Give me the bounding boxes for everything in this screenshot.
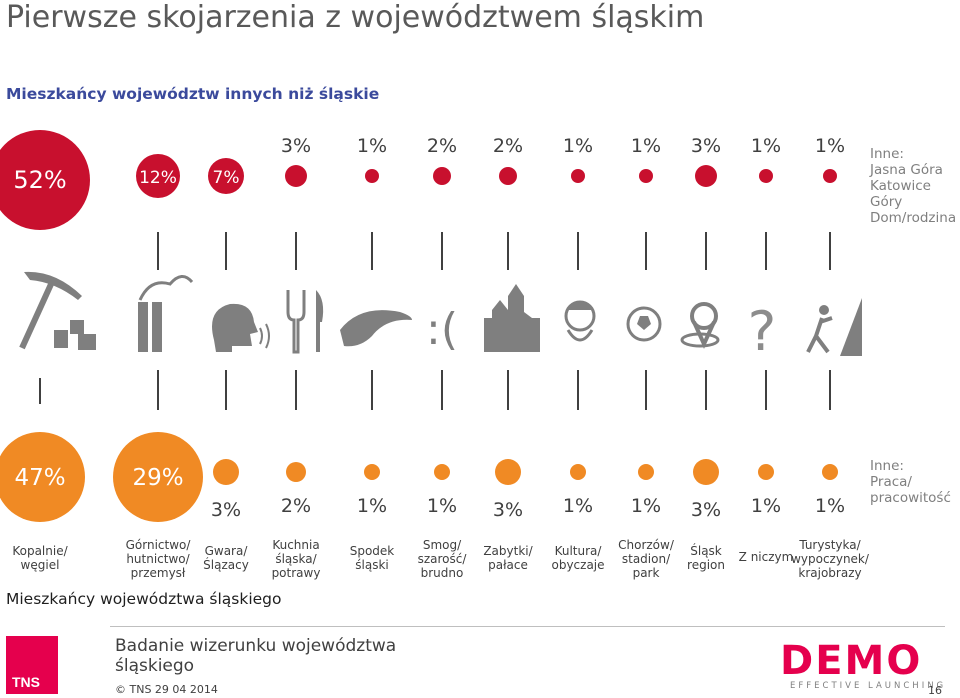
tns-logo: TNS — [6, 636, 58, 694]
other-answers-top: Inne: Jasna Góra Katowice Góry Dom/rodzina — [870, 146, 956, 226]
category-label-3: Kuchnia śląska/potrawy — [271, 538, 321, 580]
value-label-bottom-9: 3% — [691, 499, 721, 521]
value-label-bottom-1: 29% — [132, 465, 183, 491]
bubble-bottom-8 — [638, 464, 654, 480]
demo-tagline: EFFECTIVE LAUNCHING — [790, 681, 947, 691]
bubble-bottom-4 — [364, 464, 380, 480]
bubble-top-0 — [0, 130, 90, 230]
hiker-icon — [806, 298, 862, 356]
other-top-line-3: Góry — [870, 194, 903, 210]
category-label-2: Gwara/Ślązacy — [203, 544, 249, 572]
category-label-4: Spodek śląski — [349, 544, 395, 572]
value-label-top-4: 1% — [357, 135, 387, 157]
footer-divider — [110, 626, 945, 627]
bubble-bottom-0 — [0, 432, 85, 522]
subtitle-silesia-residents: Mieszkańcy województwa śląskiego — [6, 590, 282, 608]
value-label-bottom-10: 1% — [751, 495, 781, 517]
bubble-top-8 — [639, 169, 653, 183]
map-pin-icon — [680, 302, 720, 349]
bubble-bottom-7 — [570, 464, 586, 480]
bubble-bottom-9 — [693, 459, 719, 485]
value-label-top-1: 12% — [139, 168, 177, 188]
bubble-top-5 — [433, 167, 451, 185]
bubble-bottom-2 — [213, 459, 239, 485]
other-answers-bottom: Inne: Praca/pracowitość — [870, 458, 951, 506]
value-label-top-0: 52% — [13, 166, 66, 194]
category-label-9: Śląsk region — [687, 544, 725, 572]
value-label-bottom-6: 3% — [493, 499, 523, 521]
pickaxe-coal-icon — [19, 271, 96, 350]
question-mark-icon: ? — [748, 300, 777, 363]
other-bottom-line-2: pracowitość — [870, 490, 951, 506]
other-top-line-2: Katowice — [870, 178, 931, 194]
bubble-bottom-11 — [822, 464, 838, 480]
category-label-5: Smog/szarość/brudno — [417, 538, 467, 580]
value-label-top-9: 3% — [691, 135, 721, 157]
value-label-bottom-7: 1% — [563, 495, 593, 517]
bubble-top-6 — [499, 167, 517, 185]
other-top-line-0: Inne: — [870, 146, 904, 162]
value-label-bottom-11: 1% — [815, 495, 845, 517]
category-label-8: Chorzów/stadion/park — [618, 538, 674, 580]
fork-knife-icon — [286, 290, 324, 354]
bubble-bottom-3 — [286, 462, 306, 482]
bubble-top-7 — [571, 169, 585, 183]
bubble-bottom-6 — [495, 459, 521, 485]
bubble-top-11 — [823, 169, 837, 183]
bubble-bottom-5 — [434, 464, 450, 480]
castle-icon — [484, 284, 540, 352]
value-label-top-3: 3% — [281, 135, 311, 157]
value-label-top-6: 2% — [493, 135, 523, 157]
svg-text:DEMO: DEMO — [780, 638, 922, 680]
study-title: Badanie wizerunku województwa śląskiego — [115, 636, 397, 676]
value-label-bottom-8: 1% — [631, 495, 661, 517]
value-label-top-5: 2% — [427, 135, 457, 157]
svg-text::(: :( — [426, 304, 458, 355]
demo-logo: DEMO — [780, 638, 922, 680]
category-label-11: Turystyka/wypoczynek/krajobrazy — [791, 538, 869, 580]
subtitle-other-regions: Mieszkańcy województw innych niż śląskie — [6, 85, 380, 103]
value-label-top-11: 1% — [815, 135, 845, 157]
other-bottom-line-0: Inne: — [870, 458, 904, 474]
page-title: Pierwsze skojarzenia z województwem śląs… — [6, 0, 705, 35]
factory-chimneys-icon — [138, 275, 194, 352]
football-icon — [626, 306, 662, 342]
bubble-bottom-10 — [758, 464, 774, 480]
value-label-top-2: 7% — [213, 168, 240, 188]
spodek-arena-icon — [340, 310, 412, 347]
category-label-6: Zabytki/pałace — [483, 544, 533, 572]
value-label-top-10: 1% — [751, 135, 781, 157]
sad-face-icon: :( — [426, 304, 458, 355]
bubble-top-3 — [285, 165, 307, 187]
other-top-line-1: Jasna Góra — [870, 162, 943, 178]
value-label-top-7: 1% — [563, 135, 593, 157]
category-label-1: Górnictwo/hutnictwo/przemysł — [125, 538, 191, 580]
value-label-top-8: 1% — [631, 135, 661, 157]
copyright-note: © TNS 29 04 2014 — [115, 683, 218, 696]
other-top-line-4: Dom/rodzina — [870, 210, 957, 226]
bubble-top-9 — [695, 165, 717, 187]
other-bottom-line-1: Praca/ — [870, 474, 912, 490]
page-number: 16 — [928, 684, 942, 697]
value-label-bottom-5: 1% — [427, 495, 457, 517]
category-label-7: Kultura/obyczaje — [551, 544, 605, 572]
bubble-chart: 52% 12% 7% 3% 1% 2% 2% 1% 1% 3% 1% 1% 47% 29% 3% 2% 1% 1%… — [0, 130, 862, 522]
value-label-bottom-3: 2% — [281, 495, 311, 517]
folk-woman-icon — [564, 300, 596, 342]
svg-text:?: ? — [748, 300, 777, 363]
bubble-top-10 — [759, 169, 773, 183]
bubble-top-2 — [208, 158, 244, 194]
speaking-head-icon — [212, 303, 270, 352]
bubble-top-4 — [365, 169, 379, 183]
value-label-bottom-2: 3% — [211, 499, 241, 521]
category-label-10: Z niczym — [738, 550, 794, 564]
bubble-top-1 — [136, 154, 180, 198]
bubble-bottom-1 — [113, 432, 203, 522]
category-label-0: Kopalnie/węgiel — [12, 544, 68, 572]
value-label-bottom-4: 1% — [357, 495, 387, 517]
value-label-bottom-0: 47% — [14, 465, 65, 491]
